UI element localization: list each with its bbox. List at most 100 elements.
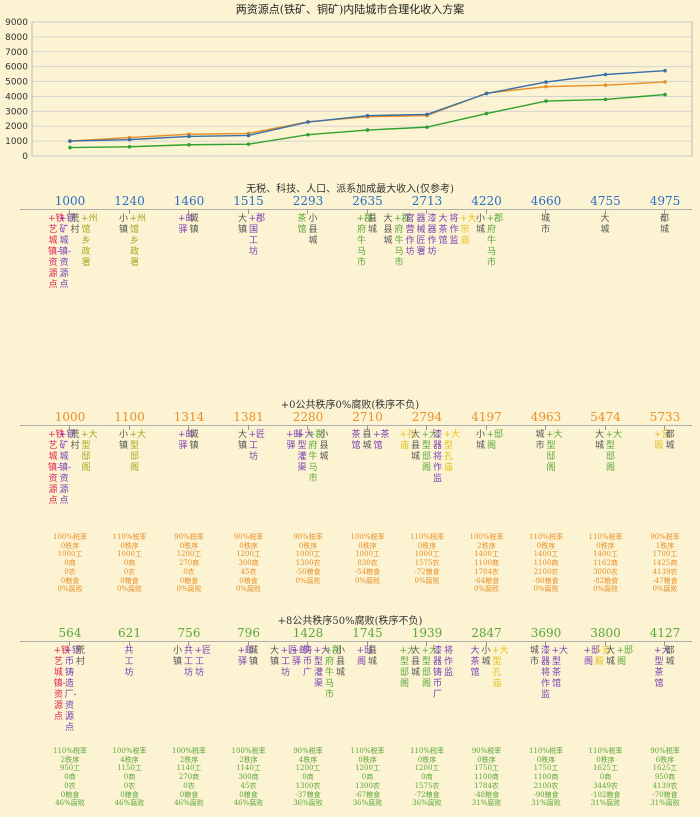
stat-line: 45农 xyxy=(240,781,257,790)
stat-line: 90%税率 xyxy=(650,533,680,541)
stat-line: 1000工 xyxy=(117,550,142,559)
stat-line: 1200工 xyxy=(295,764,321,773)
data-point xyxy=(365,113,370,118)
column-tick xyxy=(128,641,130,646)
stat-line: 2100农 xyxy=(533,567,559,576)
tier-stats: 110%税率 0秩序 1400工 1100商 2100农 -90粮食 0%腐败 xyxy=(516,533,576,594)
building-label: 大镇 xyxy=(237,214,247,235)
stat-line: 46%腐败 xyxy=(114,799,145,808)
stat-line: 1100商 xyxy=(474,773,499,782)
stat-line: 0秩序 xyxy=(536,755,556,764)
tier-column: 2280 +邮驿 +大型灌渠 +郡府牛马市 小县城 90%税率 0秩序 1000工 1300农 -… xyxy=(278,410,338,600)
y-tick-label: 2000 xyxy=(5,122,28,132)
y-tick-label: 6000 xyxy=(5,63,28,73)
stat-line: 0%腐败 xyxy=(57,585,83,594)
income-value: 2847 xyxy=(471,626,502,640)
building-label: +州馆乡政署 xyxy=(81,214,98,268)
stat-line: 2秩序 xyxy=(179,755,199,764)
column-tick xyxy=(426,425,427,430)
data-point xyxy=(603,97,608,102)
building-label: +大型邸阁 xyxy=(399,646,417,689)
building-label: 城市 xyxy=(529,646,539,667)
building-label: +大型茶馆 xyxy=(551,646,569,689)
tier-column: 1100 小镇 +大型邸阁 110%税率 0秩序 1000工 0商 0农 0粮食 0%腐败 xyxy=(100,410,160,600)
income-section: 无税、科技、人口、派系加成最大收入(仅参考) 1000 +铁艺城镇-资源点 +铜矿城镇… xyxy=(0,180,700,385)
y-tick-label: 0 xyxy=(22,152,28,162)
tier-column: 4975 都城 xyxy=(635,194,695,384)
building-label: 荒村 xyxy=(70,214,80,235)
stat-line: 0粮食 xyxy=(179,790,199,799)
stat-line: 1400工 xyxy=(593,550,618,559)
column-tick xyxy=(604,209,606,214)
building-label: +宫殿 xyxy=(594,646,612,667)
data-point xyxy=(306,132,310,137)
column-tick xyxy=(485,425,487,430)
stat-line: 0商 xyxy=(64,559,76,568)
chart-series xyxy=(68,68,667,150)
stat-line: 0%腐败 xyxy=(473,585,500,594)
section-title: +8公共秩序50%腐败(秩序不负) xyxy=(277,616,423,627)
building-label: +匠工坊 xyxy=(248,430,266,462)
stat-line: 1200工 xyxy=(236,550,261,559)
stat-line: 1200工 xyxy=(414,764,440,773)
stat-line: 110%税率 xyxy=(588,747,623,755)
column-tick xyxy=(545,209,546,214)
income-value: 621 xyxy=(118,626,141,640)
building-label: +匠工坊 xyxy=(194,646,212,678)
income-value: 1939 xyxy=(411,626,443,640)
column-tick xyxy=(664,209,665,214)
income-value: 4197 xyxy=(471,410,502,424)
building-label: +铜矿城镇-资源点 xyxy=(59,214,76,290)
building-label: +郡国工坊 xyxy=(248,214,266,257)
column-tick xyxy=(604,425,606,430)
stat-line: 0秩序 xyxy=(417,541,437,550)
stat-line: 1100商 xyxy=(533,559,559,568)
stat-line: 300商 xyxy=(238,559,259,568)
stat-line: 36%腐败 xyxy=(352,799,383,808)
income-value: 1460 xyxy=(173,194,205,208)
section-title: 无税、科技、人口、派系加成最大收入(仅参考) xyxy=(246,184,454,195)
tier-column: 4963 城市 +大型邸阁 110%税率 0秩序 1400工 1100商 2100农 -90粮食… xyxy=(516,410,576,600)
stat-line: -47粮食 xyxy=(652,576,678,585)
stat-line: -90粮食 xyxy=(533,790,559,799)
tier-stats: 100%税率 2秩序 1140工 300商 45农 0粮食 46%腐败 xyxy=(219,747,279,808)
stat-line: 1000工 xyxy=(295,550,321,559)
income-value: 3800 xyxy=(590,626,621,640)
tier-column: 1460 +邮驿 城镇 xyxy=(159,194,219,384)
income-value: 2280 xyxy=(292,410,324,424)
building-label: +大型孔庙 xyxy=(492,646,509,689)
tier-stats: 110%税率 0秩序 1400工 1162商 3000农 -82粮食 0%腐败 xyxy=(576,533,636,594)
building-label: 官营作坊 xyxy=(405,214,415,257)
stat-line: 90%税率 xyxy=(233,533,264,541)
building-label: 都城 xyxy=(659,214,669,235)
income-line-chart: 两资源点(铁矿、铜矿)内陆城市合理化收入方案 0 1000 2000 3000 4000… xyxy=(5,2,693,162)
data-point xyxy=(484,111,489,116)
income-value: 2710 xyxy=(352,410,383,424)
building-label: +大型邸阁 xyxy=(129,430,147,473)
data-point xyxy=(663,92,667,97)
stat-line: 0秩序 xyxy=(60,541,80,550)
stat-line: 0商 xyxy=(599,773,612,782)
stat-line: 1100商 xyxy=(474,559,499,568)
column-tick xyxy=(426,209,427,214)
data-point xyxy=(603,83,608,88)
stat-line: 31%腐败 xyxy=(650,799,680,808)
building-label: 城市 xyxy=(535,430,545,451)
building-label: +邮驿 xyxy=(178,430,195,451)
stat-line: 110%税率 xyxy=(350,747,385,755)
stat-line: -48粮食 xyxy=(473,790,500,799)
stat-line: 0粮食 xyxy=(120,576,139,585)
stat-line: -64粮食 xyxy=(473,576,500,585)
tier-column: 3800 +邸阁 +宫殿 大城 +邸阁 110%税率 0秩序 1625工 0商 3449农 -102… xyxy=(576,626,636,816)
column-tick xyxy=(188,641,189,646)
stat-line: 0%腐败 xyxy=(652,585,678,594)
stat-line: -72粮食 xyxy=(414,567,440,576)
series-line-3 xyxy=(69,93,666,149)
tier-column: 2710 茶馆 县城 +茶馆 100%税率 0秩序 1000工 830农 -54粮食 0%腐败 xyxy=(338,410,398,600)
tier-column: 4197 小城 +邸阁 100%税率 2秩序 1400工 1100商 1784农 -64粮食 0%… xyxy=(457,410,517,600)
stat-line: 46%腐败 xyxy=(174,799,204,808)
stat-line: 0%腐败 xyxy=(533,585,559,594)
stat-line: 1000工 xyxy=(355,550,380,559)
stat-line: 1784农 xyxy=(474,781,499,790)
building-label: +邸阁 xyxy=(356,646,374,667)
